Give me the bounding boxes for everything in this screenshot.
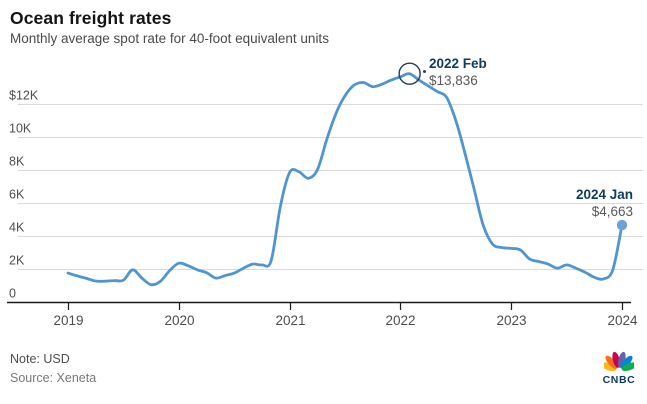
peacock-feather xyxy=(604,362,617,372)
x-tick-label: 2019 xyxy=(53,313,83,328)
y-tick-label: $12K xyxy=(9,89,39,103)
y-tick-label: 10K xyxy=(9,122,32,136)
y-tick-label: 8K xyxy=(9,155,25,169)
y-tick-label: 4K xyxy=(9,221,25,235)
annotation-2024-jan-value: $4,663 xyxy=(591,204,633,219)
y-tick-label: 6K xyxy=(9,188,25,202)
source-text: Source: Xeneta xyxy=(10,371,97,385)
annotation-2024-jan-label: 2024 Jan xyxy=(575,187,633,202)
x-tick-label: 2024 xyxy=(607,313,638,328)
annotation-2022-feb-label: 2022 Feb xyxy=(429,56,487,71)
x-tick-label: 2023 xyxy=(496,313,526,328)
note-text: Note: USD xyxy=(10,352,70,366)
peacock-feather xyxy=(605,355,618,369)
line-chart-canvas: $12K 10K 8K 6K 4K 2K 0 2019 2020 2021 2022 2023 2024 xyxy=(7,62,643,328)
peacock-feather xyxy=(621,362,634,372)
x-tick-label: 2022 xyxy=(385,313,415,328)
x-tick-label: 2021 xyxy=(275,313,305,328)
y-tick-label: 2K xyxy=(9,254,25,268)
annotation-2024-jan: 2024 Jan $4,663 xyxy=(576,186,633,220)
chart-subtitle: Monthly average spot rate for 40-foot eq… xyxy=(10,31,329,46)
peacock-feather xyxy=(620,355,633,369)
cnbc-wordmark: CNBC xyxy=(602,374,636,386)
x-tick-label: 2020 xyxy=(164,313,194,328)
chart-title: Ocean freight rates xyxy=(10,8,172,28)
cnbc-logo: CNBC xyxy=(598,350,640,396)
annotation-2022-feb: 2022 Feb $13,836 xyxy=(429,55,487,89)
cnbc-peacock-icon xyxy=(604,351,634,372)
y-tick-label: 0 xyxy=(9,287,16,301)
annotation-leader-dot xyxy=(423,70,426,73)
spot-rate-line xyxy=(66,72,624,287)
latest-point-marker xyxy=(616,219,628,231)
annotation-2022-feb-value: $13,836 xyxy=(429,73,478,88)
peak-circle-marker xyxy=(398,62,421,85)
